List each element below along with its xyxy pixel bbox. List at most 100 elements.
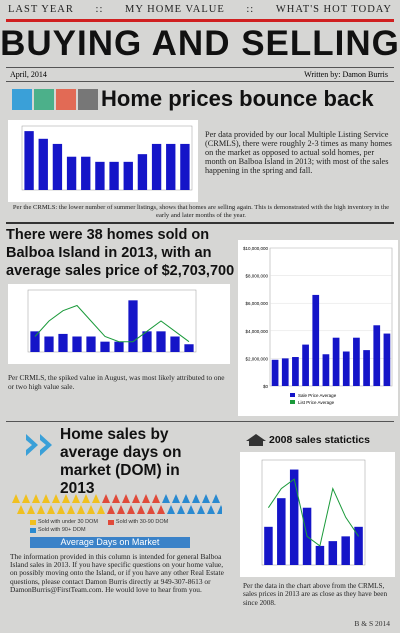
date: April, 2014	[10, 70, 47, 79]
section-heading: There were 38 homes sold on Balboa Islan…	[6, 227, 235, 279]
bar	[128, 300, 138, 352]
bar	[81, 156, 91, 190]
bar	[123, 161, 133, 190]
bar	[322, 354, 330, 386]
triangle	[77, 505, 85, 514]
bar	[72, 336, 82, 352]
caption: Per the data in the chart above from the…	[243, 582, 388, 607]
bar	[353, 337, 360, 386]
triangle	[72, 494, 80, 503]
bar	[302, 344, 309, 386]
triangle-graphic	[12, 494, 222, 514]
bar	[170, 336, 180, 352]
triangle	[142, 494, 150, 503]
house-icon	[246, 434, 266, 446]
bar	[289, 469, 299, 565]
sales-chart	[8, 284, 230, 364]
legend-item: Sold with 90+ DOM	[30, 527, 86, 533]
triangle	[37, 505, 45, 514]
triangle	[217, 505, 222, 514]
bar	[292, 357, 299, 386]
triangle	[117, 505, 125, 514]
paragraph: Per data provided by our local Multiple …	[205, 130, 392, 175]
section-heading: 2008 sales statictics	[269, 434, 370, 446]
legend-item: Sold with 30-90 DOM	[107, 519, 169, 525]
bar	[86, 336, 96, 352]
y-tick-label: $8,000,000	[245, 274, 268, 279]
bar	[66, 156, 77, 190]
triangle	[167, 505, 175, 514]
title: BUYING AND SELLING	[0, 24, 400, 63]
bar	[383, 333, 391, 386]
triangle	[92, 494, 100, 503]
triangle	[67, 505, 75, 514]
triangle	[202, 494, 210, 503]
triangle	[152, 494, 160, 503]
bar	[277, 498, 286, 565]
legend-label: Sold with 30-90 DOM	[115, 519, 169, 525]
rule	[6, 67, 394, 68]
triangle	[207, 505, 215, 514]
triangle	[177, 505, 185, 514]
y-tick-label: $6,000,000	[245, 301, 268, 306]
bar	[24, 131, 34, 190]
bar	[342, 351, 350, 386]
bar	[341, 536, 350, 565]
triangle	[122, 494, 130, 503]
caption: Per CRMLS, the spiked value in August, w…	[8, 373, 225, 391]
nav-separator: ::	[246, 4, 255, 15]
icon-square	[12, 89, 32, 110]
chevron-icon	[26, 434, 52, 456]
paragraph: The information provided in this column …	[10, 552, 224, 594]
legend-swatch	[290, 393, 295, 397]
bar	[328, 541, 338, 565]
triangle	[82, 494, 90, 503]
legend: Sold with under 30 DOM Sold with 30-90 DO…	[30, 519, 230, 533]
nav-item[interactable]: LAST YEAR	[8, 4, 74, 15]
triangle	[162, 494, 170, 503]
bar	[114, 341, 124, 352]
triangle	[12, 494, 20, 503]
nav-item[interactable]: MY HOME VALUE	[125, 4, 225, 15]
bar	[156, 331, 166, 352]
bar	[166, 143, 176, 190]
legend-label: Sale Price Average	[298, 393, 337, 398]
bar	[354, 526, 363, 565]
triangle	[137, 505, 145, 514]
icon-square	[56, 89, 76, 110]
triangle	[132, 494, 140, 503]
y-tick-label: $10,000,000	[243, 246, 269, 251]
bar	[315, 545, 325, 565]
legend-label: Sold with 90+ DOM	[38, 527, 86, 533]
bar	[281, 358, 289, 386]
bar	[151, 143, 162, 190]
legend-item: Sold with under 30 DOM	[30, 519, 98, 525]
legend-label: Sold with under 30 DOM	[38, 519, 98, 525]
triangle	[102, 494, 110, 503]
footer: B & S 2014	[354, 619, 390, 628]
section-heading: Home sales by average days on market (DO…	[60, 426, 182, 497]
bar	[44, 336, 54, 352]
bar	[52, 143, 63, 190]
plot-area	[261, 459, 366, 566]
nav-item[interactable]: WHAT'S HOT TODAY	[275, 4, 392, 15]
bar	[100, 341, 110, 352]
legend-swatch	[107, 519, 114, 525]
byline: Written by: Damon Burris	[304, 70, 388, 79]
triangle	[192, 494, 200, 503]
legend-swatch	[290, 400, 295, 404]
bar	[180, 143, 190, 190]
triangle	[42, 494, 50, 503]
triangle	[147, 505, 155, 514]
bar	[109, 161, 119, 190]
rule	[6, 222, 394, 224]
sales-2008-chart	[240, 452, 395, 577]
price-chart: $0 $2,000,000 $4,000,000 $6,000,000 $8,000,0…	[238, 240, 398, 416]
bar	[137, 154, 148, 190]
icon-square	[78, 89, 98, 110]
y-tick-label: $4,000,000	[245, 329, 268, 334]
bar	[373, 325, 381, 386]
triangle	[47, 505, 55, 514]
bar	[95, 161, 105, 190]
rule	[6, 81, 394, 82]
